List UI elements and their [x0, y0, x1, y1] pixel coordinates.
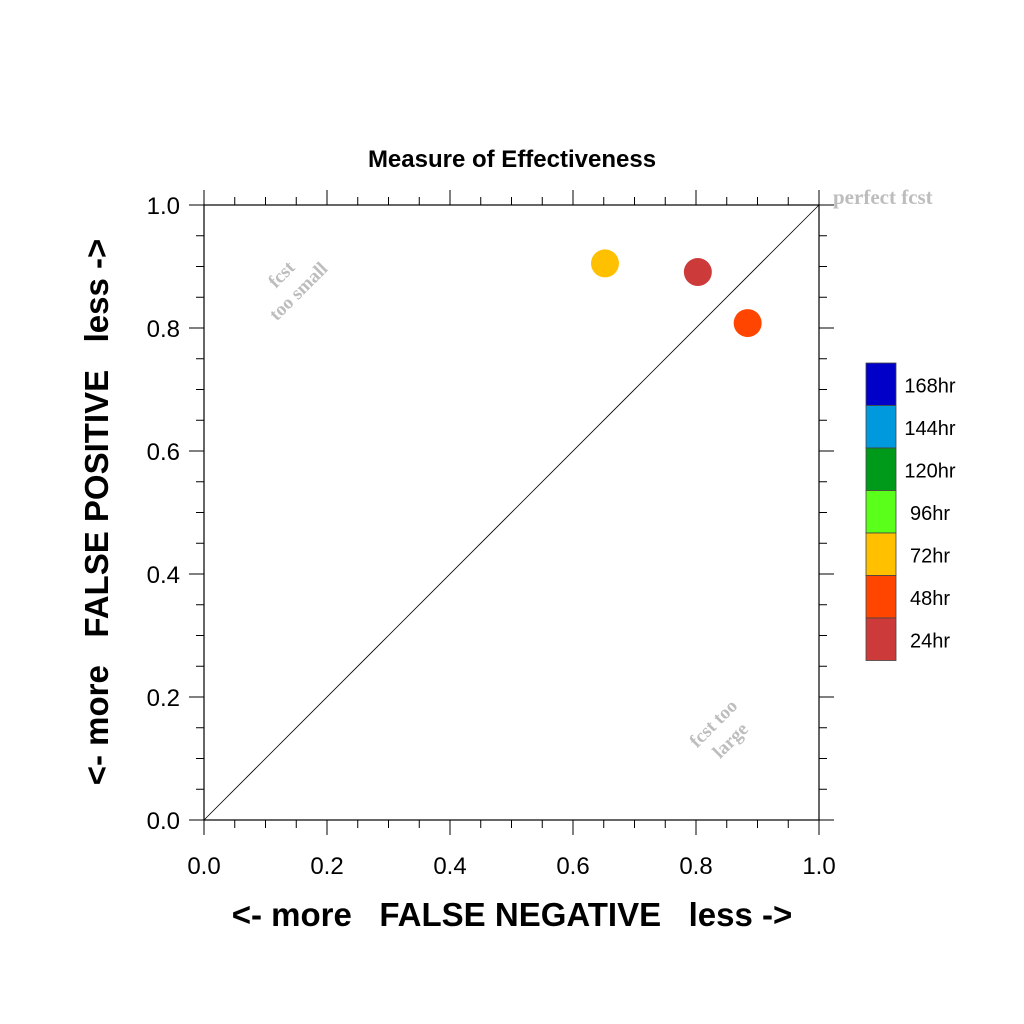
legend-label: 48hr [910, 588, 950, 610]
legend-label: 168hr [904, 375, 955, 397]
data-point [733, 309, 762, 338]
axis-ticks [189, 190, 834, 835]
annotation-fcst-too-small: fcst too small [264, 257, 332, 325]
data-point [683, 258, 712, 287]
x-tick-label: 1.0 [802, 853, 835, 880]
x-axis-label: <- more FALSE NEGATIVE less -> [232, 896, 793, 933]
y-tick-label: 0.6 [147, 439, 180, 466]
legend-swatch [865, 490, 897, 534]
y-tick-label: 0.0 [147, 808, 180, 835]
tick-labels: 0.0 0.2 0.4 0.6 0.8 1.0 0.0 0.2 0.4 0.6 0.8 1.0 [147, 193, 836, 880]
y-tick-label: 0.2 [147, 685, 180, 712]
y-axis-label: <- more FALSE POSITIVE less -> [78, 239, 115, 786]
legend-label: 144hr [904, 418, 955, 440]
x-tick-label: 0.2 [310, 853, 343, 880]
plot-area: 0.0 0.2 0.4 0.6 0.8 1.0 0.0 0.2 0.4 0.6 0.8 1.0 [147, 190, 836, 880]
legend-swatch [865, 575, 897, 619]
legend-label: 72hr [910, 545, 950, 567]
legend-swatch [865, 532, 897, 576]
legend-label: 24hr [910, 630, 950, 652]
annotation-perfect-fcst: perfect fcst [833, 185, 933, 209]
data-point [590, 249, 619, 278]
x-tick-label: 0.4 [433, 853, 466, 880]
legend-swatch [865, 362, 897, 406]
x-tick-label: 0.6 [556, 853, 589, 880]
x-tick-label: 0.0 [187, 853, 220, 880]
legend-label: 96hr [910, 503, 950, 525]
legend-swatch [865, 447, 897, 491]
legend-swatch [865, 617, 897, 661]
x-tick-label: 0.8 [679, 853, 712, 880]
y-tick-label: 0.8 [147, 316, 180, 343]
legend-swatch [865, 405, 897, 449]
chart-title: Measure of Effectiveness [368, 146, 656, 173]
y-tick-label: 0.4 [147, 562, 180, 589]
data-points [590, 249, 762, 338]
perfect-forecast-diagonal [203, 204, 820, 821]
legend: 168hr 144hr 120hr 96hr 72hr 48hr 24hr [865, 362, 956, 661]
legend-label: 120hr [904, 460, 955, 482]
annotation-fcst-too-large: fcst too large [686, 696, 753, 763]
y-tick-label: 1.0 [147, 193, 180, 220]
